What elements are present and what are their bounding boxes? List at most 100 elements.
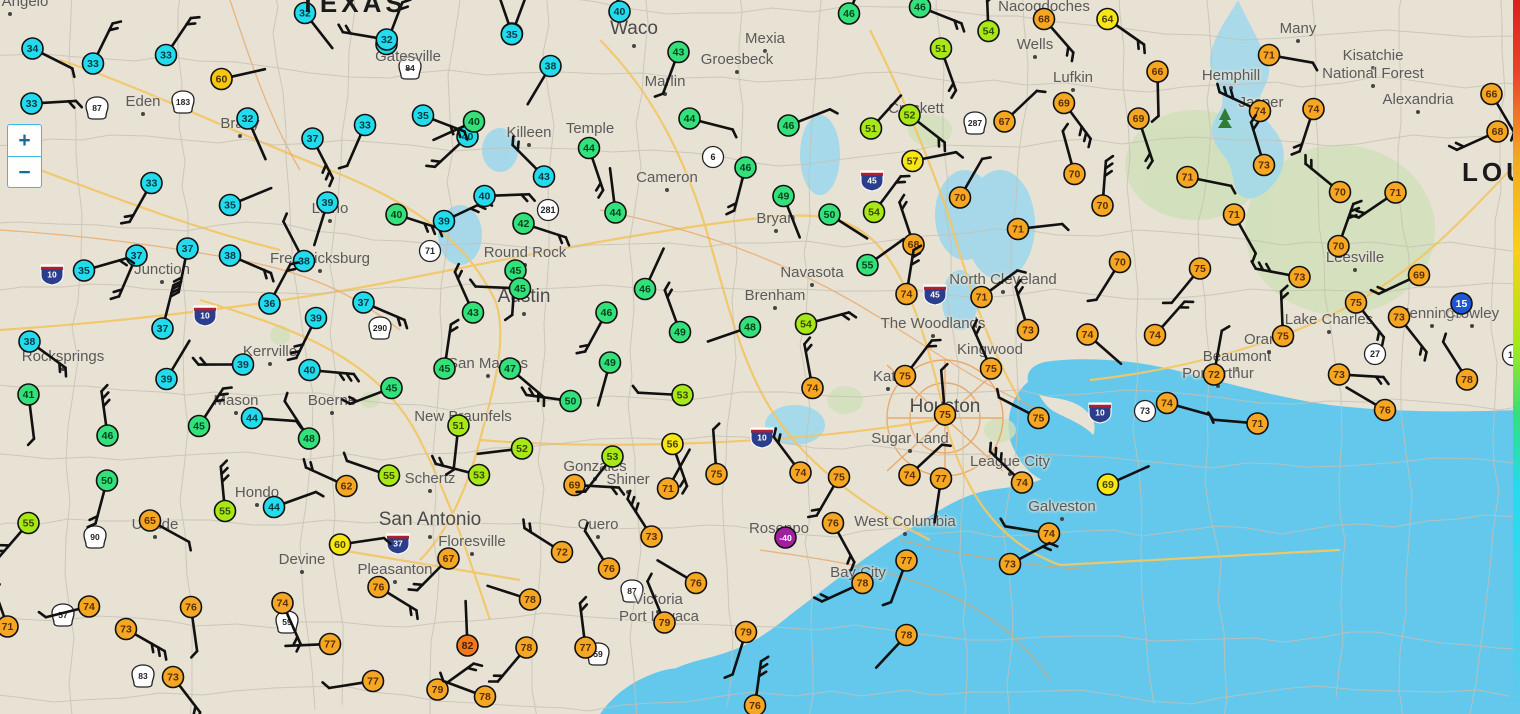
svg-text:69: 69 <box>1133 113 1145 125</box>
svg-text:75: 75 <box>899 371 911 383</box>
svg-text:44: 44 <box>268 502 280 514</box>
svg-text:70: 70 <box>1114 257 1126 269</box>
svg-text:75: 75 <box>1277 331 1289 343</box>
svg-text:53: 53 <box>607 451 619 463</box>
svg-text:36: 36 <box>264 298 276 310</box>
svg-text:49: 49 <box>778 191 790 203</box>
svg-text:79: 79 <box>432 684 444 696</box>
svg-text:39: 39 <box>322 197 334 209</box>
svg-text:75: 75 <box>1350 297 1362 309</box>
svg-text:79: 79 <box>659 617 671 629</box>
svg-text:44: 44 <box>246 413 258 425</box>
svg-text:75: 75 <box>1194 263 1206 275</box>
svg-text:74: 74 <box>1043 528 1055 540</box>
svg-text:70: 70 <box>1334 187 1346 199</box>
svg-text:41: 41 <box>23 389 35 401</box>
svg-text:75: 75 <box>939 409 951 421</box>
svg-text:49: 49 <box>604 357 616 369</box>
svg-text:60: 60 <box>216 74 228 86</box>
svg-text:78: 78 <box>857 578 869 590</box>
svg-text:73: 73 <box>1004 559 1016 571</box>
svg-text:50: 50 <box>565 396 577 408</box>
svg-text:46: 46 <box>740 162 752 174</box>
svg-text:50: 50 <box>101 475 113 487</box>
svg-text:71: 71 <box>1263 50 1275 62</box>
svg-text:35: 35 <box>224 200 236 212</box>
svg-text:77: 77 <box>580 642 592 654</box>
svg-text:37: 37 <box>307 133 319 145</box>
svg-text:74: 74 <box>1149 330 1161 342</box>
svg-text:74: 74 <box>1161 398 1173 410</box>
svg-text:45: 45 <box>510 265 522 277</box>
svg-text:67: 67 <box>999 116 1011 128</box>
svg-text:74: 74 <box>904 470 916 482</box>
svg-text:73: 73 <box>1333 369 1345 381</box>
svg-text:48: 48 <box>303 433 315 445</box>
svg-text:57: 57 <box>907 156 919 168</box>
svg-text:74: 74 <box>901 289 913 301</box>
svg-text:76: 76 <box>185 602 197 614</box>
svg-text:78: 78 <box>901 630 913 642</box>
svg-text:78: 78 <box>479 691 491 703</box>
svg-text:42: 42 <box>518 218 530 230</box>
svg-text:38: 38 <box>545 61 557 73</box>
svg-text:45: 45 <box>439 363 451 375</box>
svg-text:71: 71 <box>2 621 14 633</box>
svg-text:52: 52 <box>904 110 916 122</box>
svg-text:73: 73 <box>1022 325 1034 337</box>
svg-text:45: 45 <box>193 421 205 433</box>
svg-text:40: 40 <box>614 6 626 18</box>
svg-text:73: 73 <box>120 624 132 636</box>
svg-text:82: 82 <box>462 640 474 652</box>
svg-text:33: 33 <box>146 178 158 190</box>
svg-text:54: 54 <box>983 26 995 38</box>
svg-text:33: 33 <box>160 50 172 62</box>
svg-text:62: 62 <box>341 481 353 493</box>
svg-text:76: 76 <box>827 518 839 530</box>
svg-text:32: 32 <box>242 113 254 125</box>
svg-text:15: 15 <box>1456 298 1468 310</box>
svg-text:69: 69 <box>1413 270 1425 282</box>
svg-text:55: 55 <box>383 470 395 482</box>
svg-text:74: 74 <box>83 601 95 613</box>
svg-text:40: 40 <box>479 191 491 203</box>
svg-text:44: 44 <box>583 143 595 155</box>
svg-text:53: 53 <box>473 470 485 482</box>
svg-text:37: 37 <box>358 297 370 309</box>
svg-text:50: 50 <box>824 209 836 221</box>
svg-text:47: 47 <box>504 363 516 375</box>
svg-text:66: 66 <box>1486 89 1498 101</box>
svg-text:46: 46 <box>639 284 651 296</box>
svg-text:40: 40 <box>391 209 403 221</box>
svg-text:38: 38 <box>298 256 310 268</box>
svg-text:44: 44 <box>684 113 696 125</box>
svg-text:39: 39 <box>310 313 322 325</box>
svg-text:71: 71 <box>1182 172 1194 184</box>
svg-text:78: 78 <box>521 642 533 654</box>
svg-text:43: 43 <box>673 47 685 59</box>
svg-text:33: 33 <box>26 98 38 110</box>
svg-text:46: 46 <box>914 2 926 14</box>
svg-text:34: 34 <box>27 43 39 55</box>
svg-text:-40: -40 <box>779 533 792 543</box>
svg-text:74: 74 <box>1082 329 1094 341</box>
svg-text:55: 55 <box>23 518 35 530</box>
svg-text:74: 74 <box>277 598 289 610</box>
svg-text:48: 48 <box>744 322 756 334</box>
svg-text:74: 74 <box>1016 477 1028 489</box>
svg-text:37: 37 <box>182 243 194 255</box>
svg-text:64: 64 <box>1102 14 1114 26</box>
svg-text:78: 78 <box>524 594 536 606</box>
svg-text:46: 46 <box>843 8 855 20</box>
svg-text:60: 60 <box>334 539 346 551</box>
svg-text:38: 38 <box>224 250 236 262</box>
svg-text:68: 68 <box>1038 14 1050 26</box>
svg-text:45: 45 <box>514 283 526 295</box>
svg-text:51: 51 <box>453 420 465 432</box>
svg-text:73: 73 <box>167 672 179 684</box>
svg-text:78: 78 <box>1461 374 1473 386</box>
svg-text:46: 46 <box>783 120 795 132</box>
svg-text:46: 46 <box>601 307 613 319</box>
svg-text:65: 65 <box>144 515 156 527</box>
svg-text:70: 70 <box>1097 200 1109 212</box>
